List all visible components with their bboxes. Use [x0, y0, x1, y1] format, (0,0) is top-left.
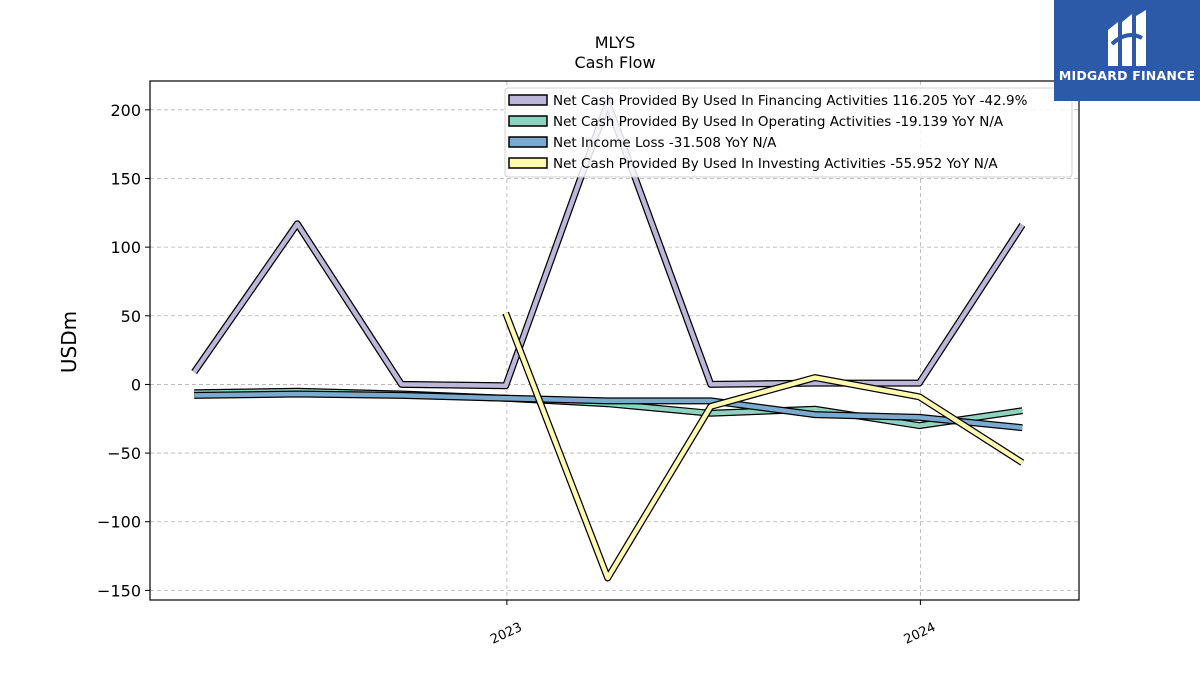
legend-entry: Net Cash Provided By Used In Investing A… [553, 156, 998, 172]
logo-text: MIDGARD FINANCE [1058, 68, 1196, 83]
y-tick-label: −50 [107, 444, 141, 463]
chart-subtitle: Cash Flow [574, 53, 655, 72]
logo-mark-icon [1108, 10, 1146, 66]
series-line-stroke [503, 312, 1024, 581]
series-line-4 [502, 311, 1025, 582]
legend-swatch [508, 115, 548, 127]
series-line-outline [502, 311, 1025, 582]
legend-entry: Net Income Loss -31.508 YoY N/A [553, 135, 777, 151]
legend-swatch [508, 157, 548, 169]
legend-swatch [508, 94, 548, 106]
y-tick-label: 200 [110, 101, 141, 120]
plot-frame [149, 80, 1080, 601]
legend-entry: Net Cash Provided By Used In Financing A… [553, 93, 1028, 109]
x-axis-ticks: 2023 2024 [488, 600, 938, 648]
y-axis-ticks: −150 −100 −50 0 50 100 150 200 [97, 101, 150, 600]
brand-logo: MIDGARD FINANCE [1054, 0, 1200, 101]
y-tick-label: −150 [97, 581, 141, 600]
y-tick-label: 150 [110, 169, 141, 188]
series-lines [191, 99, 1026, 582]
legend-box [504, 87, 1073, 178]
y-tick-label: 100 [110, 238, 141, 257]
legend-swatch [508, 136, 548, 148]
legend: Net Cash Provided By Used In Financing A… [504, 87, 1073, 178]
chart-title: MLYS [595, 33, 636, 52]
y-tick-label: 50 [121, 307, 141, 326]
y-axis-label: USDm [57, 311, 81, 373]
series-line-stroke [194, 391, 1023, 430]
y-tick-label: 0 [131, 375, 141, 394]
series-line-3 [194, 390, 1023, 432]
x-tick-label: 2023 [488, 620, 524, 648]
legend-entry: Net Cash Provided By Used In Operating A… [553, 114, 1004, 130]
x-tick-label: 2024 [902, 620, 938, 648]
y-tick-label: −100 [97, 513, 141, 532]
